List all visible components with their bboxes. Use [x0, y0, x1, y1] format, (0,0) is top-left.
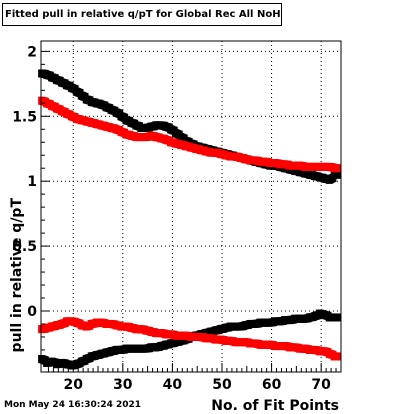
y-tick-label: 1.5: [12, 109, 37, 125]
axis-ticks: [41, 50, 337, 372]
x-tick-label: 70: [311, 377, 331, 393]
x-tick-label: 30: [113, 377, 133, 393]
plot-frame: [40, 40, 342, 373]
y-tick-label: 0.5: [12, 239, 37, 255]
timestamp: Mon May 24 16:30:24 2021: [4, 400, 142, 410]
x-tick-label: 20: [63, 377, 83, 393]
data-point: [334, 313, 342, 322]
y-tick-label: 0: [27, 304, 37, 320]
chart-title: Fitted pull in relative q/pT for Global …: [2, 3, 282, 26]
x-axis-label: No. of Fit Points: [211, 398, 339, 414]
data-point: [334, 352, 342, 361]
x-tick-label: 50: [212, 377, 232, 393]
x-tick-label: 60: [262, 377, 282, 393]
y-tick-label: 1: [27, 174, 37, 190]
series-2: [38, 309, 342, 370]
series-1: [38, 96, 342, 173]
series-3: [38, 317, 342, 361]
y-tick-label: 2: [27, 44, 37, 60]
y-tick-labels: 0 0.5 1 1.5 2: [12, 44, 37, 320]
x-tick-labels: 20 30 40 50 60 70: [63, 377, 331, 393]
y-axis-label: pull in relative q/pT: [9, 198, 25, 353]
data-series: [38, 69, 342, 370]
data-point: [334, 164, 342, 173]
x-tick-label: 40: [163, 377, 183, 393]
data-point: [334, 170, 342, 179]
